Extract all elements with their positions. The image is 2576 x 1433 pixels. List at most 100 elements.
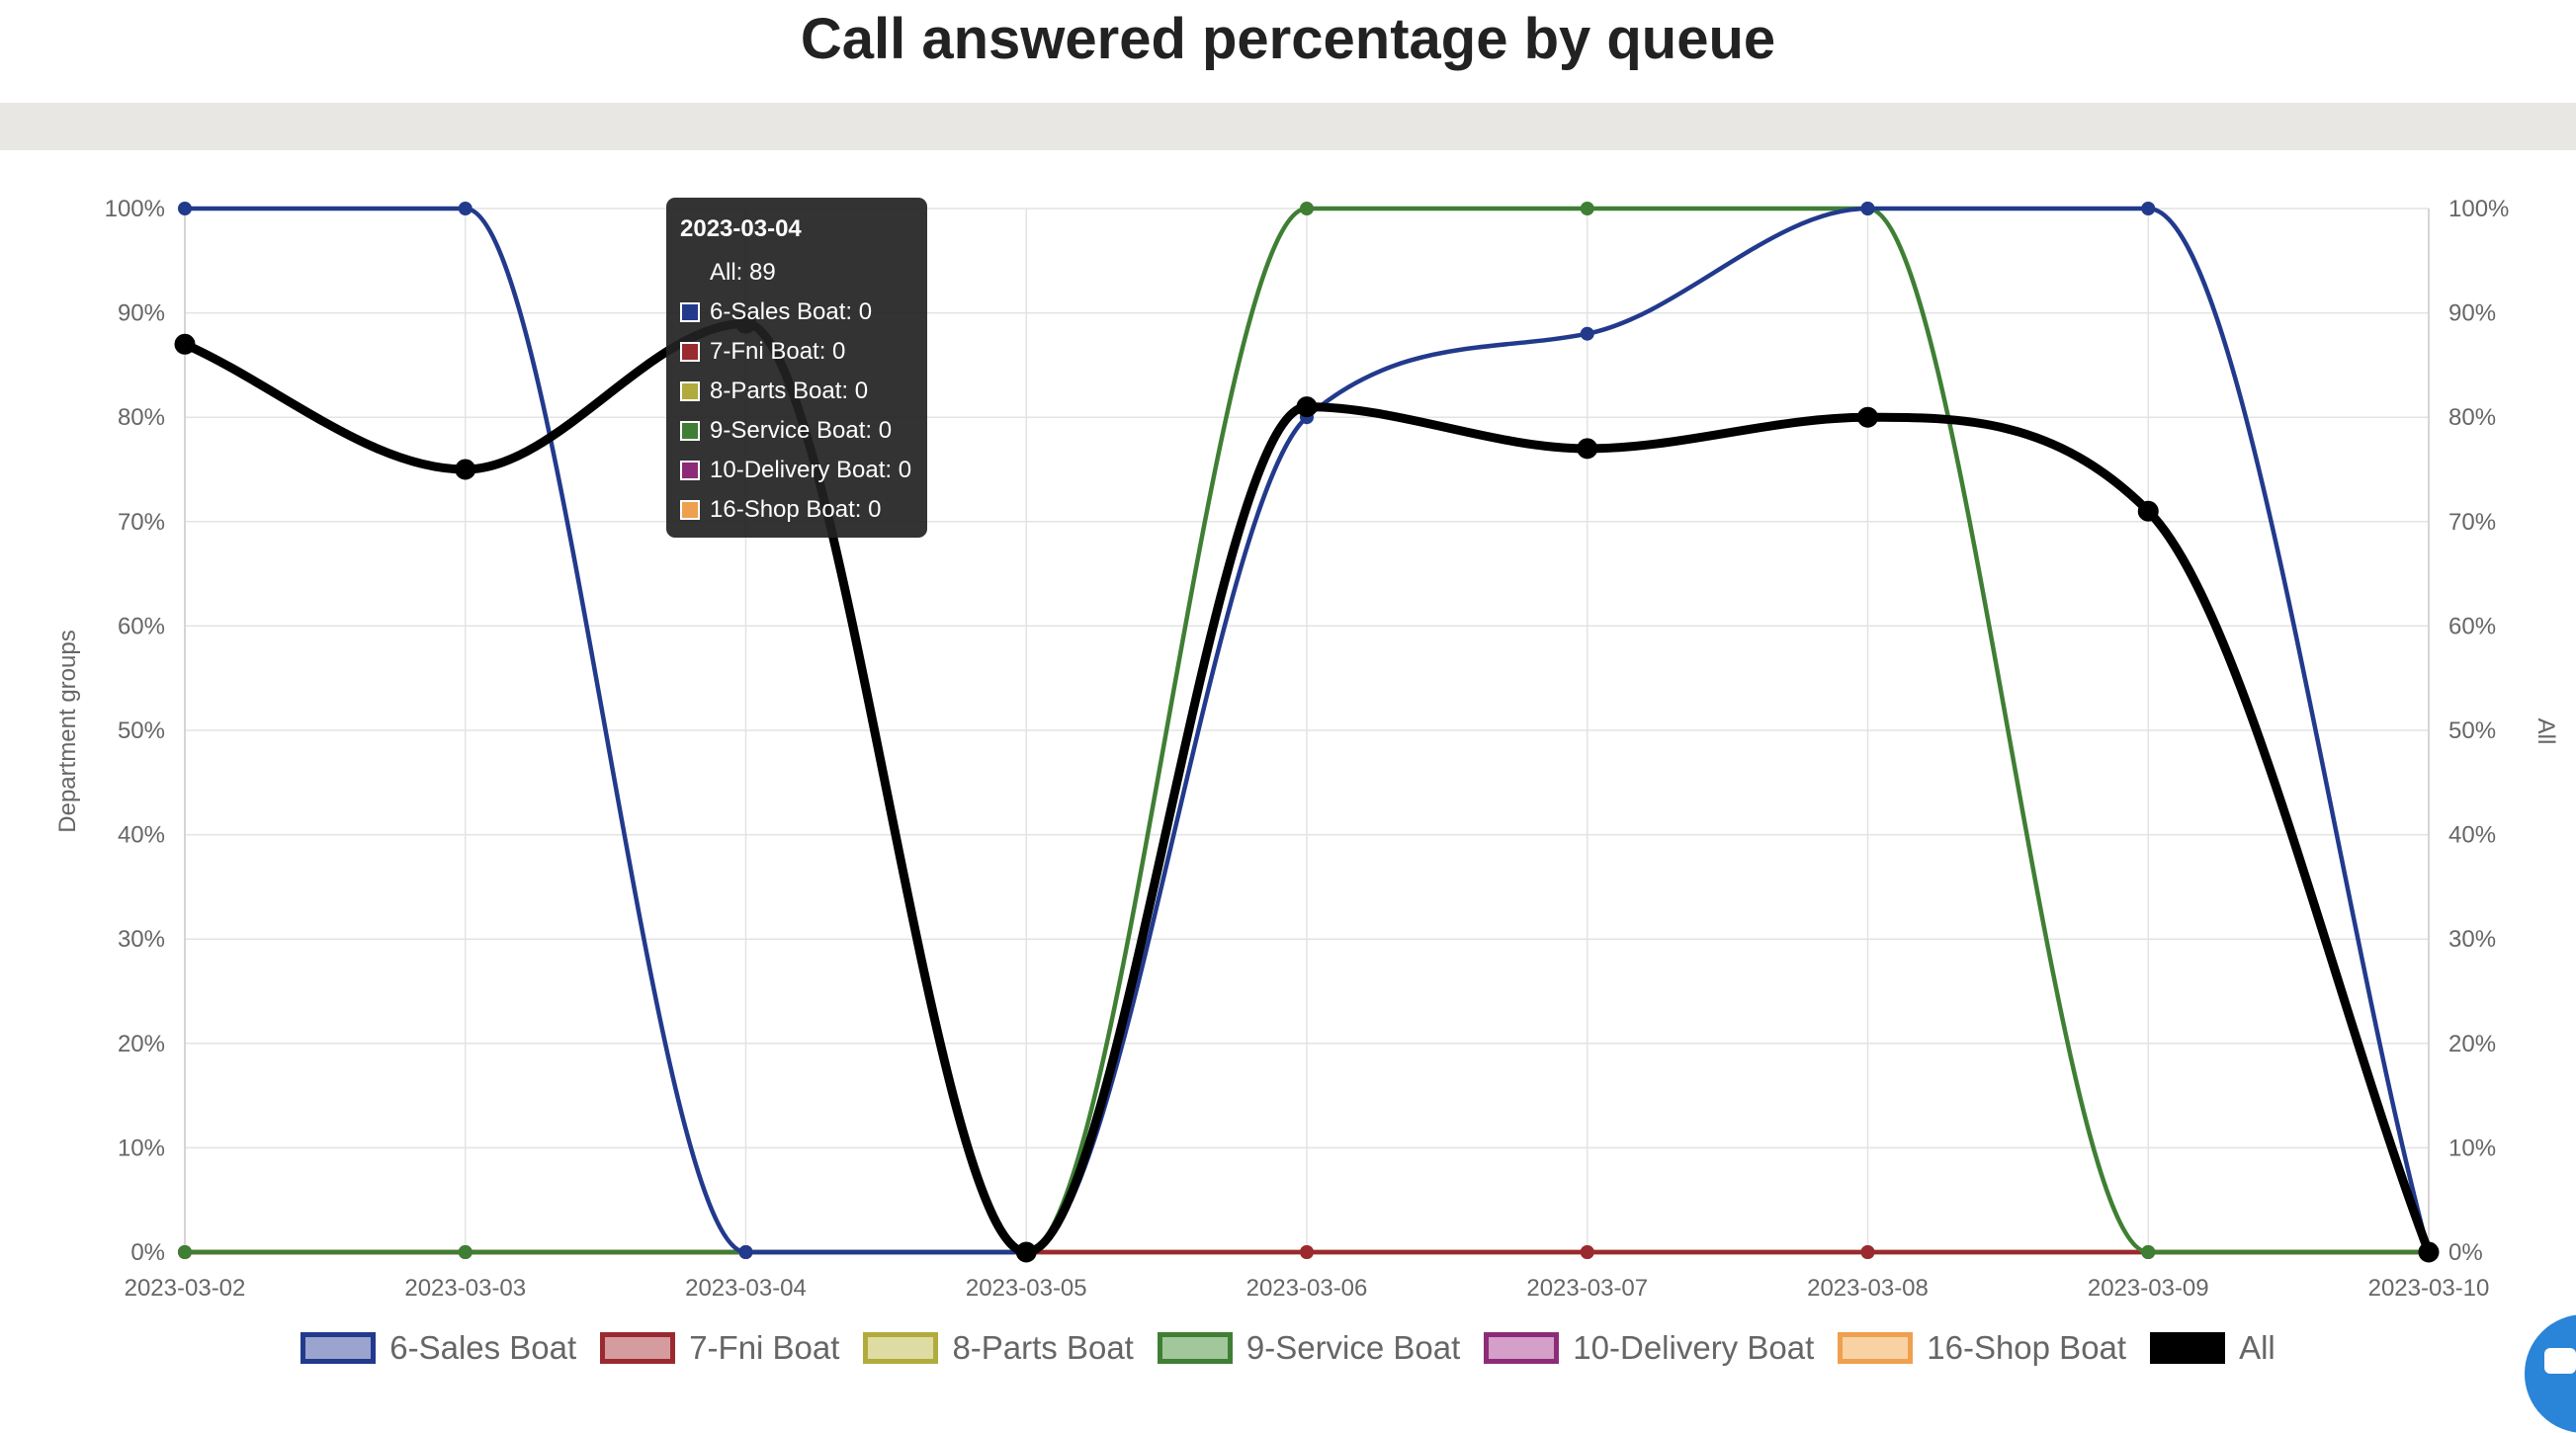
x-tick-label: 2023-03-07: [1526, 1275, 1648, 1302]
data-point-9-service-boat[interactable]: [1580, 202, 1594, 215]
legend-swatch: [1157, 1332, 1233, 1364]
x-tick-label: 2023-03-04: [685, 1275, 807, 1302]
data-point-7-fni-boat[interactable]: [1300, 1245, 1314, 1259]
y-tick-label-right: 30%: [2448, 926, 2496, 953]
tooltip-row: 10-Delivery Boat: 0: [680, 451, 913, 490]
legend-item-all[interactable]: All: [2150, 1329, 2275, 1367]
chat-bubble-icon: [2544, 1348, 2576, 1374]
chart-legend: 6-Sales Boat 7-Fni Boat 8-Parts Boat 9-Serv…: [0, 1320, 2576, 1376]
right-axis-ticks: 0% 10% 20% 30% 40% 50% 60% 70% 80% 90% 100%: [2448, 196, 2509, 1266]
tooltip-title: 2023-03-04: [680, 215, 802, 242]
data-point-all[interactable]: [1015, 1241, 1037, 1263]
y-tick-label-left: 10%: [118, 1135, 165, 1161]
legend-swatch: [1838, 1332, 1914, 1364]
y-tick-label-left: 70%: [118, 509, 165, 536]
legend-swatch: [2150, 1332, 2226, 1364]
tooltip-row-label: 7-Fni Boat: 0: [710, 338, 846, 365]
x-tick-label: 2023-03-08: [1807, 1275, 1929, 1302]
series-layer: [174, 202, 2440, 1263]
tooltip-row-label: All: 89: [710, 259, 776, 286]
data-point-all[interactable]: [455, 459, 476, 480]
data-point-6-sales-boat[interactable]: [458, 202, 472, 215]
data-point-9-service-boat[interactable]: [178, 1245, 192, 1259]
tooltip-row-label: 10-Delivery Boat: 0: [710, 457, 912, 483]
y-tick-label-left: 60%: [118, 613, 165, 639]
data-point-all[interactable]: [1577, 438, 1598, 460]
grid-lines: [184, 208, 2430, 1253]
data-point-all[interactable]: [2418, 1241, 2440, 1263]
tooltip-swatch: [680, 381, 700, 401]
y-tick-label-left: 90%: [118, 300, 165, 327]
tooltip-swatch: [680, 263, 700, 283]
legend-item-9-service-boat[interactable]: 9-Service Boat: [1157, 1329, 1461, 1367]
tooltip-row: 9-Service Boat: 0: [680, 411, 913, 451]
y-tick-label-left: 20%: [118, 1031, 165, 1057]
y-tick-label-right: 100%: [2448, 196, 2509, 222]
x-tick-label: 2023-03-06: [1246, 1275, 1368, 1302]
legend-item-10-delivery-boat[interactable]: 10-Delivery Boat: [1484, 1329, 1814, 1367]
right-axis-title: All: [2533, 718, 2559, 745]
tooltip-row: 6-Sales Boat: 0: [680, 293, 913, 332]
data-point-6-sales-boat[interactable]: [1580, 326, 1594, 341]
data-point-7-fni-boat[interactable]: [1860, 1245, 1875, 1259]
legend-swatch: [863, 1332, 939, 1364]
y-tick-label-left: 40%: [118, 822, 165, 849]
legend-swatch: [301, 1332, 377, 1364]
tooltip-swatch: [680, 500, 700, 520]
legend-label: All: [2239, 1329, 2275, 1366]
x-tick-label: 2023-03-05: [966, 1275, 1087, 1302]
data-point-7-fni-boat[interactable]: [1580, 1245, 1594, 1259]
tooltip-row-label: 16-Shop Boat: 0: [710, 496, 882, 523]
y-tick-label-left: 0%: [130, 1239, 165, 1266]
data-point-all[interactable]: [1857, 406, 1878, 428]
legend-item-7-fni-boat[interactable]: 7-Fni Boat: [600, 1329, 839, 1367]
legend-label: 9-Service Boat: [1245, 1329, 1461, 1366]
tooltip-swatch: [680, 461, 700, 480]
data-point-6-sales-boat[interactable]: [738, 1245, 753, 1259]
y-tick-label-right: 80%: [2448, 404, 2496, 431]
legend-item-6-sales-boat[interactable]: 6-Sales Boat: [301, 1329, 576, 1367]
legend-swatch: [1484, 1332, 1560, 1364]
data-point-6-sales-boat[interactable]: [1860, 202, 1875, 215]
y-tick-label-left: 80%: [118, 404, 165, 431]
data-point-6-sales-boat[interactable]: [2141, 202, 2156, 215]
legend-label: 16-Shop Boat: [1927, 1329, 2127, 1366]
data-point-9-service-boat[interactable]: [1300, 202, 1314, 215]
tooltip-swatch: [680, 342, 700, 362]
legend-label: 10-Delivery Boat: [1573, 1329, 1815, 1366]
data-point-all[interactable]: [2137, 500, 2159, 522]
data-point-9-service-boat[interactable]: [2141, 1245, 2156, 1259]
y-tick-label-right: 70%: [2448, 509, 2496, 536]
tooltip-row-label: 6-Sales Boat: 0: [710, 298, 873, 325]
y-tick-label-right: 40%: [2448, 822, 2496, 849]
tooltip-row-label: 8-Parts Boat: 0: [710, 378, 869, 404]
left-axis-ticks: 0% 10% 20% 30% 40% 50% 60% 70% 80% 90% 100%: [105, 196, 165, 1266]
legend-swatch: [600, 1332, 676, 1364]
series-all: [174, 312, 2440, 1263]
x-tick-label: 2023-03-03: [404, 1275, 526, 1302]
legend-label: 6-Sales Boat: [389, 1329, 577, 1366]
legend-item-16-shop-boat[interactable]: 16-Shop Boat: [1838, 1329, 2126, 1367]
chart-tooltip: 2023-03-04 All: 89 6-Sales Boat: 0 7-Fni B…: [666, 198, 927, 538]
y-tick-label-left: 100%: [105, 196, 165, 222]
tooltip-swatch: [680, 302, 700, 322]
series-6-sales-boat: [178, 202, 2436, 1259]
legend-label: 7-Fni Boat: [689, 1329, 840, 1366]
data-point-all[interactable]: [1296, 396, 1318, 418]
legend-item-8-parts-boat[interactable]: 8-Parts Boat: [863, 1329, 1134, 1367]
x-tick-label: 2023-03-02: [125, 1275, 246, 1302]
legend-label: 8-Parts Boat: [952, 1329, 1134, 1366]
data-point-all[interactable]: [174, 333, 196, 355]
tooltip-row: 7-Fni Boat: 0: [680, 332, 913, 372]
tooltip-row: 8-Parts Boat: 0: [680, 372, 913, 411]
y-tick-label-right: 10%: [2448, 1135, 2496, 1161]
y-tick-label-right: 0%: [2448, 1239, 2483, 1266]
data-point-9-service-boat[interactable]: [458, 1245, 472, 1259]
data-point-6-sales-boat[interactable]: [178, 202, 192, 215]
x-tick-label: 2023-03-09: [2088, 1275, 2209, 1302]
tooltip-row: 16-Shop Boat: 0: [680, 490, 913, 530]
y-tick-label-right: 50%: [2448, 717, 2496, 744]
y-tick-label-left: 50%: [118, 717, 165, 744]
toolbar-band: [0, 103, 2576, 150]
